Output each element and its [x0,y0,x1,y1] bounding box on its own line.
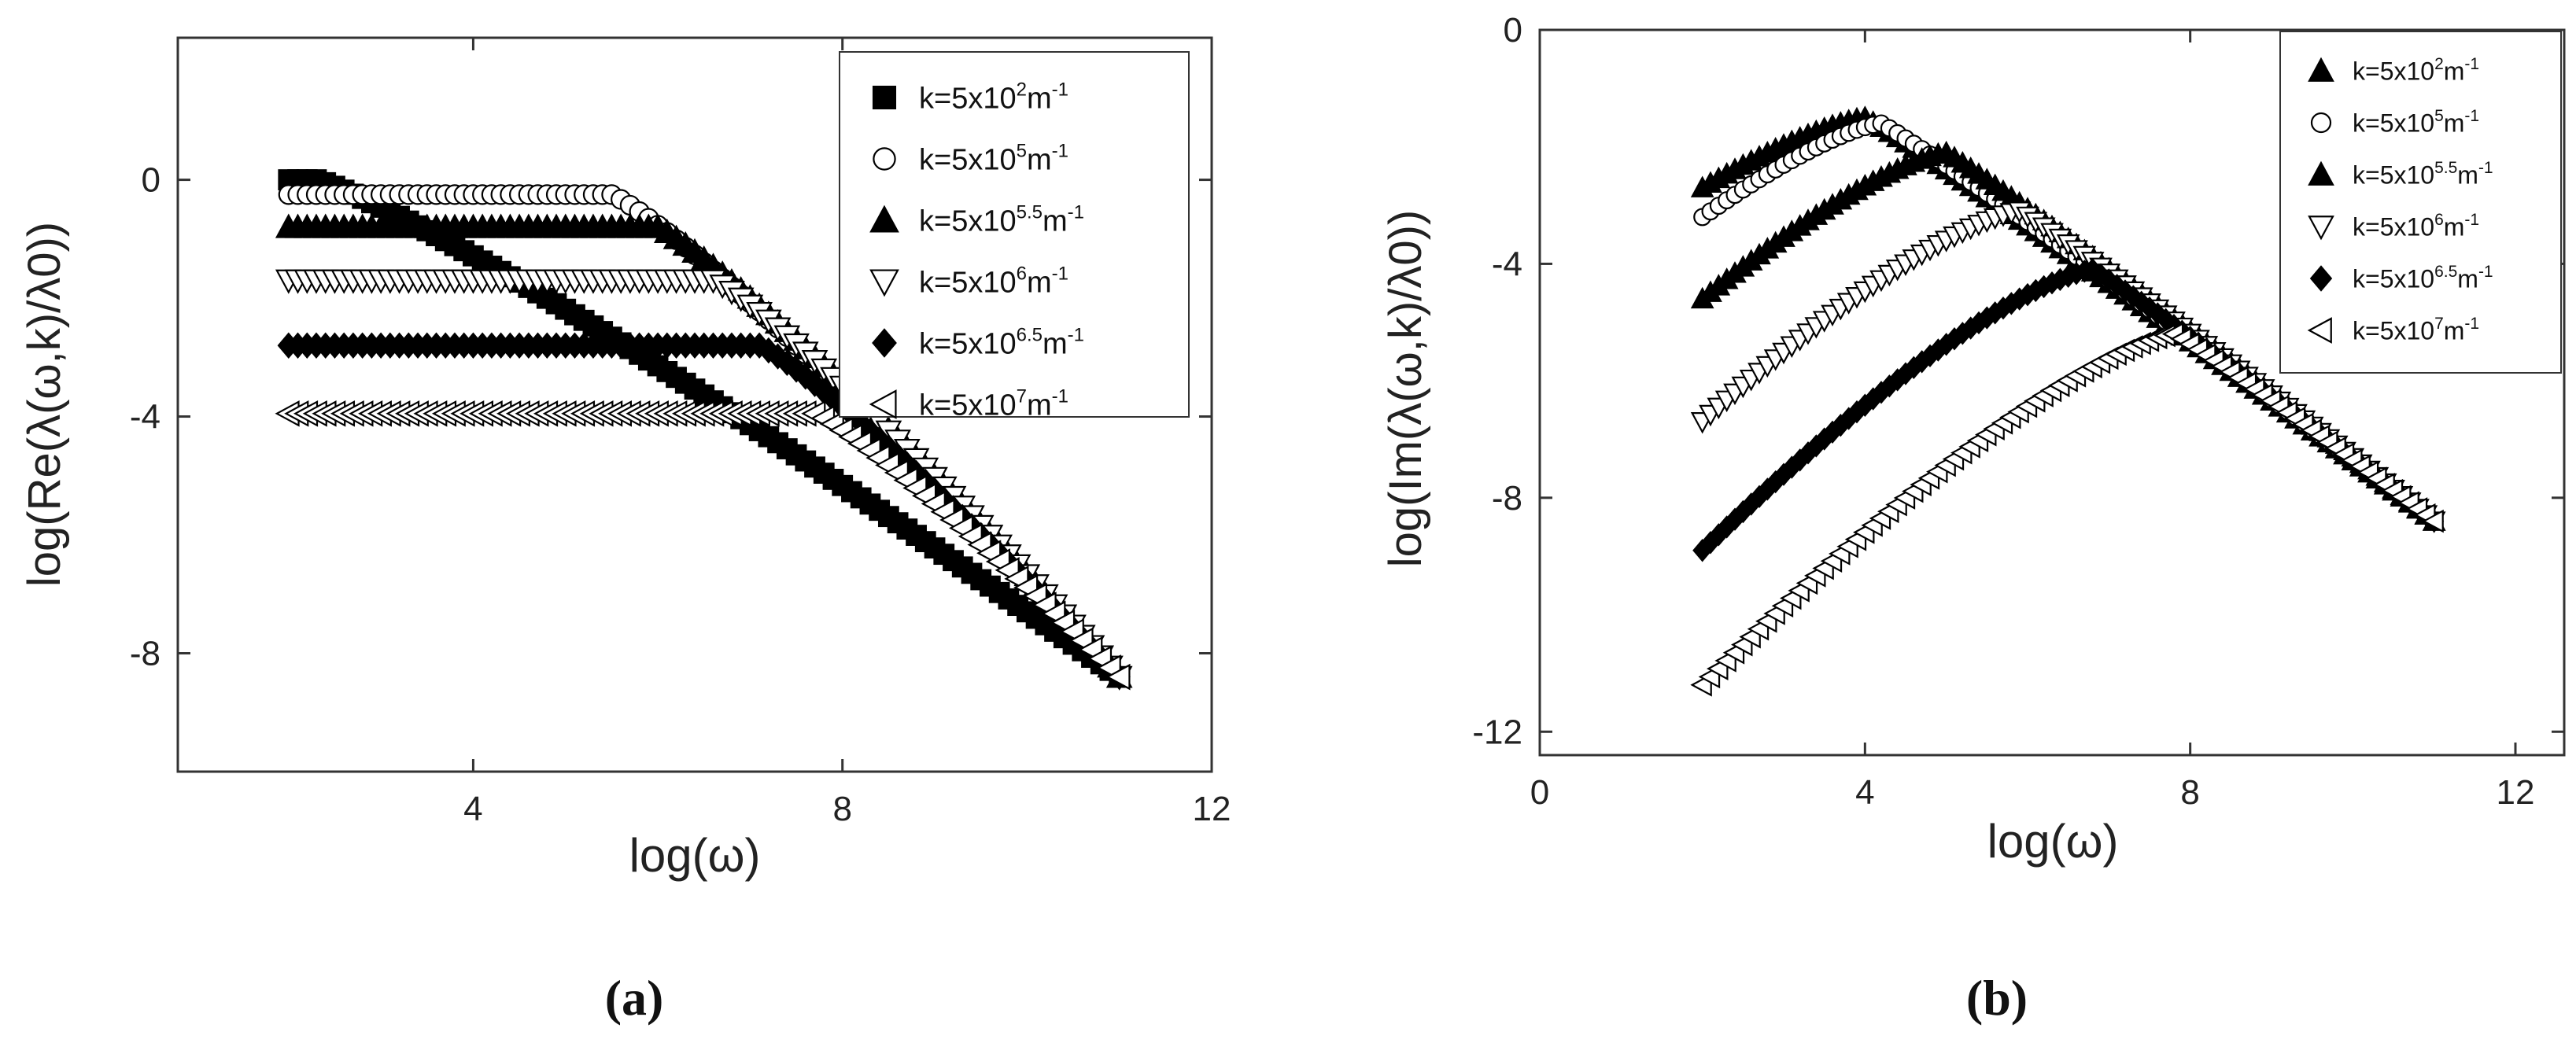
chart-b-legend-item: k=5x106m-1 [2308,211,2479,241]
chart-a-legend-item: k=5x105.5m-1 [869,202,1084,238]
chart-a-legend: k=5x102m-1 k=5x105m-1 k=5x105.5m-1 k=5x106m… [839,51,1190,422]
chart-b-x-axis-label: log(ω) [1987,815,2119,868]
chart-b-legend-marker [2308,57,2334,82]
chart-b-point [2123,285,2143,308]
chart-a-legend-item: k=5x107m-1 [869,386,1068,422]
chart-a-legend-marker [869,205,899,233]
chart-a-legend-box [839,51,1190,418]
chart-b-legend-marker [2310,112,2332,134]
chart-b-ticks: 0 4 8 12 0 -4 -8 -12 [1472,11,2564,812]
chart-b-y-tick-label: 0 [1504,11,1522,50]
chart-b-legend-marker [2307,317,2332,344]
chart-a-legend-label: k=5x106.5m-1 [919,325,1084,361]
chart-a-y-axis-label: log(Re(λ(ω,k)/λ0)) [19,222,70,587]
chart-b-point [2147,302,2168,326]
chart-b-legend-label: k=5x106.5m-1 [2353,263,2493,293]
chart-a-marks [275,169,1133,691]
chart-a-point [1105,663,1131,691]
chart-b-x-tick-label: 0 [1530,773,1549,812]
chart-a-x-tick-label: 8 [832,790,851,828]
chart-a-legend-marker [873,147,896,171]
chart-a-legend-marker [872,328,897,358]
chart-a-series-5 [277,332,1131,691]
panel-label-a: (a) [605,970,664,1026]
chart-b-legend-label: k=5x102m-1 [2353,55,2479,85]
chart-a-legend-label: k=5x105.5m-1 [919,202,1084,238]
chart-a-y-tick-label: -8 [130,635,161,673]
chart-b-series-6 [1690,322,2444,697]
chart-b-legend-label: k=5x105.5m-1 [2353,159,2493,189]
chart-b-point [2098,268,2119,292]
chart-b-legend-label: k=5x107m-1 [2353,315,2479,345]
chart-b-legend-marker [2308,216,2334,241]
chart-a: 4 8 12 0 -4 -8 log(ω) log(Re(λ(ω,k)/λ0)) k=5x… [19,36,1231,1026]
chart-a-legend-item: k=5x102m-1 [872,79,1068,116]
chart-a-x-axis-label: log(ω) [629,829,761,882]
chart-b-point [2422,509,2444,533]
chart-b-legend-label: k=5x106m-1 [2353,211,2479,241]
chart-b-legend-item: k=5x106.5m-1 [2309,263,2493,293]
chart-a-legend-label: k=5x107m-1 [919,386,1068,422]
chart-b-y-axis-label: log(Im(λ(ω,k)/λ0)) [1380,210,1431,567]
chart-b-legend-item: k=5x105m-1 [2310,107,2479,138]
chart-b-y-tick-label: -8 [1492,479,1522,518]
chart-a-plot-frame [176,36,1213,773]
chart-b-y-tick-label: -4 [1492,245,1522,283]
chart-a-legend-item: k=5x106.5m-1 [872,325,1084,361]
chart-b-x-tick-label: 12 [2497,773,2535,812]
chart-a-series-6 [275,400,1131,691]
chart-a-x-tick-label: 4 [463,790,482,828]
chart-b-x-tick-label: 8 [2180,773,2199,812]
chart-a-legend-marker [872,85,897,110]
chart-a-ticks: 4 8 12 0 -4 -8 [130,38,1231,828]
chart-b-y-tick-label: -12 [1472,713,1522,751]
chart-b: 0 4 8 120-4-8-12 log(ω) log(Im(λ(ω,k)/λ0)) … [1380,11,2566,1026]
panel-label-b: (b) [1966,970,2028,1026]
chart-a-legend-label: k=5x105m-1 [919,141,1068,177]
chart-a-legend-label: k=5x102m-1 [919,79,1068,116]
chart-b-legend-item: k=5x105.5m-1 [2308,159,2493,190]
chart-a-legend-marker [869,269,899,297]
chart-b-legend-item: k=5x102m-1 [2308,55,2479,86]
chart-b-legend: k=5x102m-1 k=5x105m-1 k=5x105.5m-1 k=5x106m… [2279,31,2562,374]
chart-a-legend-label: k=5x106m-1 [919,264,1068,300]
chart-a-legend-item: k=5x105m-1 [873,141,1068,177]
chart-a-legend-marker [869,389,897,419]
chart-a-x-tick-label: 12 [1193,790,1231,828]
chart-b-legend-marker [2309,265,2333,292]
chart-a-legend-item: k=5x106m-1 [869,264,1068,300]
chart-b-legend-box [2279,31,2562,374]
chart-a-y-tick-label: -4 [130,398,161,437]
chart-b-plot-frame [1538,28,2566,757]
chart-b-legend-marker [2308,160,2334,186]
chart-b-marks [1690,105,2446,697]
chart-a-y-tick-label: 0 [142,161,161,200]
chart-a-point [794,363,817,390]
chart-b-x-tick-label: 4 [1855,773,1874,812]
chart-b-legend-item: k=5x107m-1 [2307,315,2479,345]
chart-b-legend-label: k=5x105m-1 [2353,107,2479,137]
